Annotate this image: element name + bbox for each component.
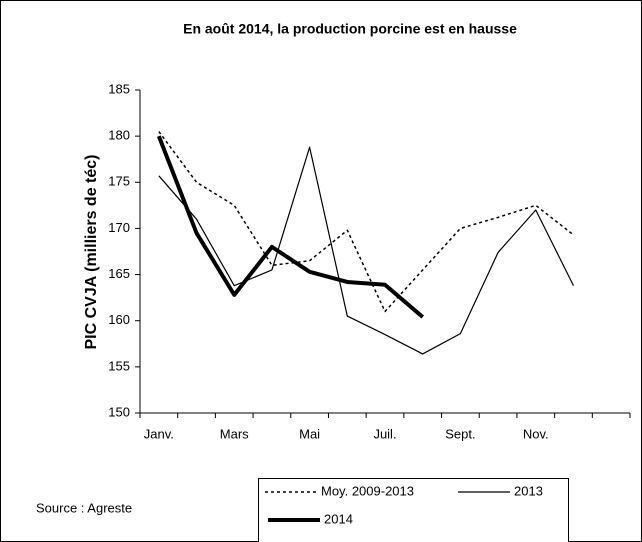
y-tick-label: 180 [108,128,130,143]
legend-label: 2014 [324,511,353,526]
x-tick-label: Juil. [373,426,396,441]
x-tick-label: Sept. [445,426,475,441]
legend-label: Moy. 2009-2013 [321,483,414,498]
y-tick-label: 165 [108,266,130,281]
chart-title: En août 2014, la production porcine est … [183,21,517,37]
legend-label: 2013 [514,483,543,498]
x-tick-label: Janv. [144,426,174,441]
series-line [158,131,574,313]
y-tick-label: 150 [108,404,130,419]
legend [258,478,569,542]
y-tick-label: 170 [108,220,130,235]
y-tick-label: 175 [108,174,130,189]
x-tick-label: Mai [299,426,320,441]
source: Source : Agreste [36,500,132,515]
x-tick-label: Mars [220,426,249,441]
x-tick-label: Nov. [523,426,549,441]
y-tick-label: 155 [108,358,130,373]
series-line [156,135,424,319]
y-axis-label: PIC CVJA (milliers de téc) [83,154,100,349]
series-line [158,146,574,355]
y-tick-label: 160 [108,312,130,327]
y-tick-label: 185 [108,81,130,96]
